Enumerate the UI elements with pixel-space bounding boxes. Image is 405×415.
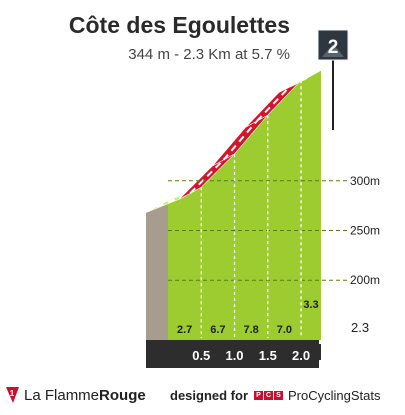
climb-stats: 344 m - 2.3 Km at 5.7 % — [128, 46, 290, 63]
ridge-center-dash — [222, 120, 258, 161]
segment-gradient-label: 3.3 — [303, 299, 318, 311]
profile-segment-face — [267, 80, 302, 319]
ridge-center-dash — [289, 75, 311, 88]
climb-title: Côte des Egoulettes — [68, 12, 290, 38]
segment-gradient-label: 6.7 — [210, 324, 225, 336]
elevation-tick-label: 200m — [350, 273, 380, 287]
elevation-tick-label: 250m — [350, 223, 380, 237]
km-label: 1.5 — [259, 348, 277, 363]
svg-text:1: 1 — [10, 389, 15, 398]
ridge-center-dash — [189, 159, 225, 194]
km-band — [146, 340, 319, 368]
profile-segment-face — [201, 153, 235, 318]
km-label: 1.0 — [225, 348, 243, 363]
ridge-center-dash — [256, 85, 291, 122]
profile-segment-face — [168, 187, 202, 318]
km-label: 0.5 — [192, 348, 210, 363]
climb-profile-chart: 2 200m 250m 300m 2.7 6.7 7.8 7.0 3.3 0.5 1.0 1.5 2.… — [145, 29, 380, 368]
category-label: 2 — [328, 37, 339, 58]
profile-segment-face — [301, 70, 321, 318]
gradient-label-band — [168, 318, 321, 340]
elevation-tick-label: 300m — [350, 174, 380, 188]
category-badge: 2 — [317, 29, 349, 130]
end-distance-label: 2.3 — [351, 320, 369, 335]
profile-side-wall — [146, 200, 168, 356]
pcs-name: ProCyclingStats — [288, 388, 381, 403]
segment-gradient-label: 7.0 — [277, 324, 292, 336]
profile-segment-face — [234, 115, 268, 319]
designed-for-label: designed for — [170, 388, 249, 403]
segment-gradient-label: 2.7 — [177, 324, 192, 336]
mountain-shape-icon — [322, 44, 344, 57]
brand-prefix: La Flamme — [24, 386, 100, 404]
brand-suffix: Rouge — [99, 386, 146, 404]
laflammerouge-logo: 1 La Flamme Rouge — [4, 386, 146, 404]
flamme-rouge-icon: 1 — [6, 387, 19, 403]
segment-gradient-label: 7.8 — [244, 324, 259, 336]
km-label: 2.0 — [292, 348, 310, 363]
